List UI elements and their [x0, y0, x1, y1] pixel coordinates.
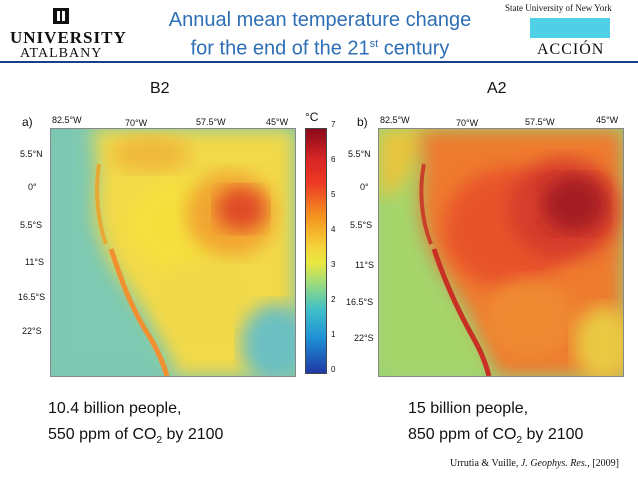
lat-tick: 16.5°S	[346, 297, 374, 307]
lat-tick: 11°S	[355, 260, 374, 270]
colorbar-label: 1	[331, 330, 336, 339]
university-at-albany-logo: UNIVERSITY ATALBANY	[8, 6, 128, 62]
colorbar	[305, 128, 327, 374]
colorbar-label: 0	[331, 365, 336, 374]
caption-b2-line2: 550 ppm of CO2 by 2100	[48, 426, 224, 447]
colorbar-label: 3	[331, 260, 336, 269]
lat-tick: 16.5°S	[18, 292, 46, 302]
colorbar-label: 7	[331, 120, 336, 129]
scenario-b2-label: B2	[150, 80, 170, 97]
header-rule	[0, 61, 638, 63]
lat-tick: 5.5°S	[20, 220, 43, 230]
citation: Urrutia & Vuille, J. Geophys. Res., [200…	[450, 458, 619, 469]
suny-text: State University of New York	[505, 3, 612, 13]
lon-tick: 70°W	[456, 118, 479, 128]
caption-a2-line2: 850 ppm of CO2 by 2100	[408, 426, 584, 447]
lon-tick: 82.5°W	[380, 115, 410, 125]
caption-a2-line1: 15 billion people,	[408, 400, 529, 417]
panel-b-letter: b)	[357, 115, 368, 129]
lat-tick: 5.5°N	[20, 149, 43, 159]
colorbar-label: 6	[331, 155, 336, 164]
lat-tick: 0°	[28, 182, 37, 192]
logo-university-text: UNIVERSITY	[10, 28, 127, 47]
title-line-1: Annual mean temperature change	[168, 9, 472, 31]
lat-tick: 5.5°S	[350, 220, 373, 230]
lon-tick: 45°W	[596, 115, 619, 125]
lat-tick: 11°S	[25, 257, 44, 267]
lon-tick: 70°W	[125, 118, 148, 128]
caption-b2-line1: 10.4 billion people,	[48, 400, 182, 417]
lon-tick: 57.5°W	[525, 117, 555, 127]
slide-title: Annual mean temperature change for the e…	[150, 8, 490, 61]
lon-tick: 82.5°W	[52, 115, 82, 125]
lat-tick: 22°S	[354, 333, 374, 343]
accion-logo-text: ACCIÓN	[537, 41, 605, 58]
lat-tick: 0°	[360, 182, 369, 192]
lon-tick: 57.5°W	[196, 117, 226, 127]
accion-logo-box	[530, 18, 610, 38]
map-b2-graphic	[51, 129, 295, 376]
map-b2-temperature	[50, 128, 296, 377]
colorbar-label: 4	[331, 225, 336, 234]
map-a2-temperature	[378, 128, 624, 377]
lon-tick: 45°W	[266, 117, 289, 127]
colorbar-label: 5	[331, 190, 336, 199]
logo-albany-text: ATALBANY	[20, 46, 103, 61]
lat-tick: 22°S	[22, 326, 42, 336]
title-line-2: for the end of the 21st century	[190, 37, 450, 60]
colorbar-unit: °C	[305, 110, 319, 124]
panel-a-letter: a)	[22, 115, 33, 129]
scenario-a2-label: A2	[487, 80, 507, 97]
map-a2-graphic	[379, 129, 623, 376]
colorbar-label: 2	[331, 295, 336, 304]
lat-tick: 5.5°N	[348, 149, 371, 159]
albany-emblem-icon	[53, 8, 69, 24]
